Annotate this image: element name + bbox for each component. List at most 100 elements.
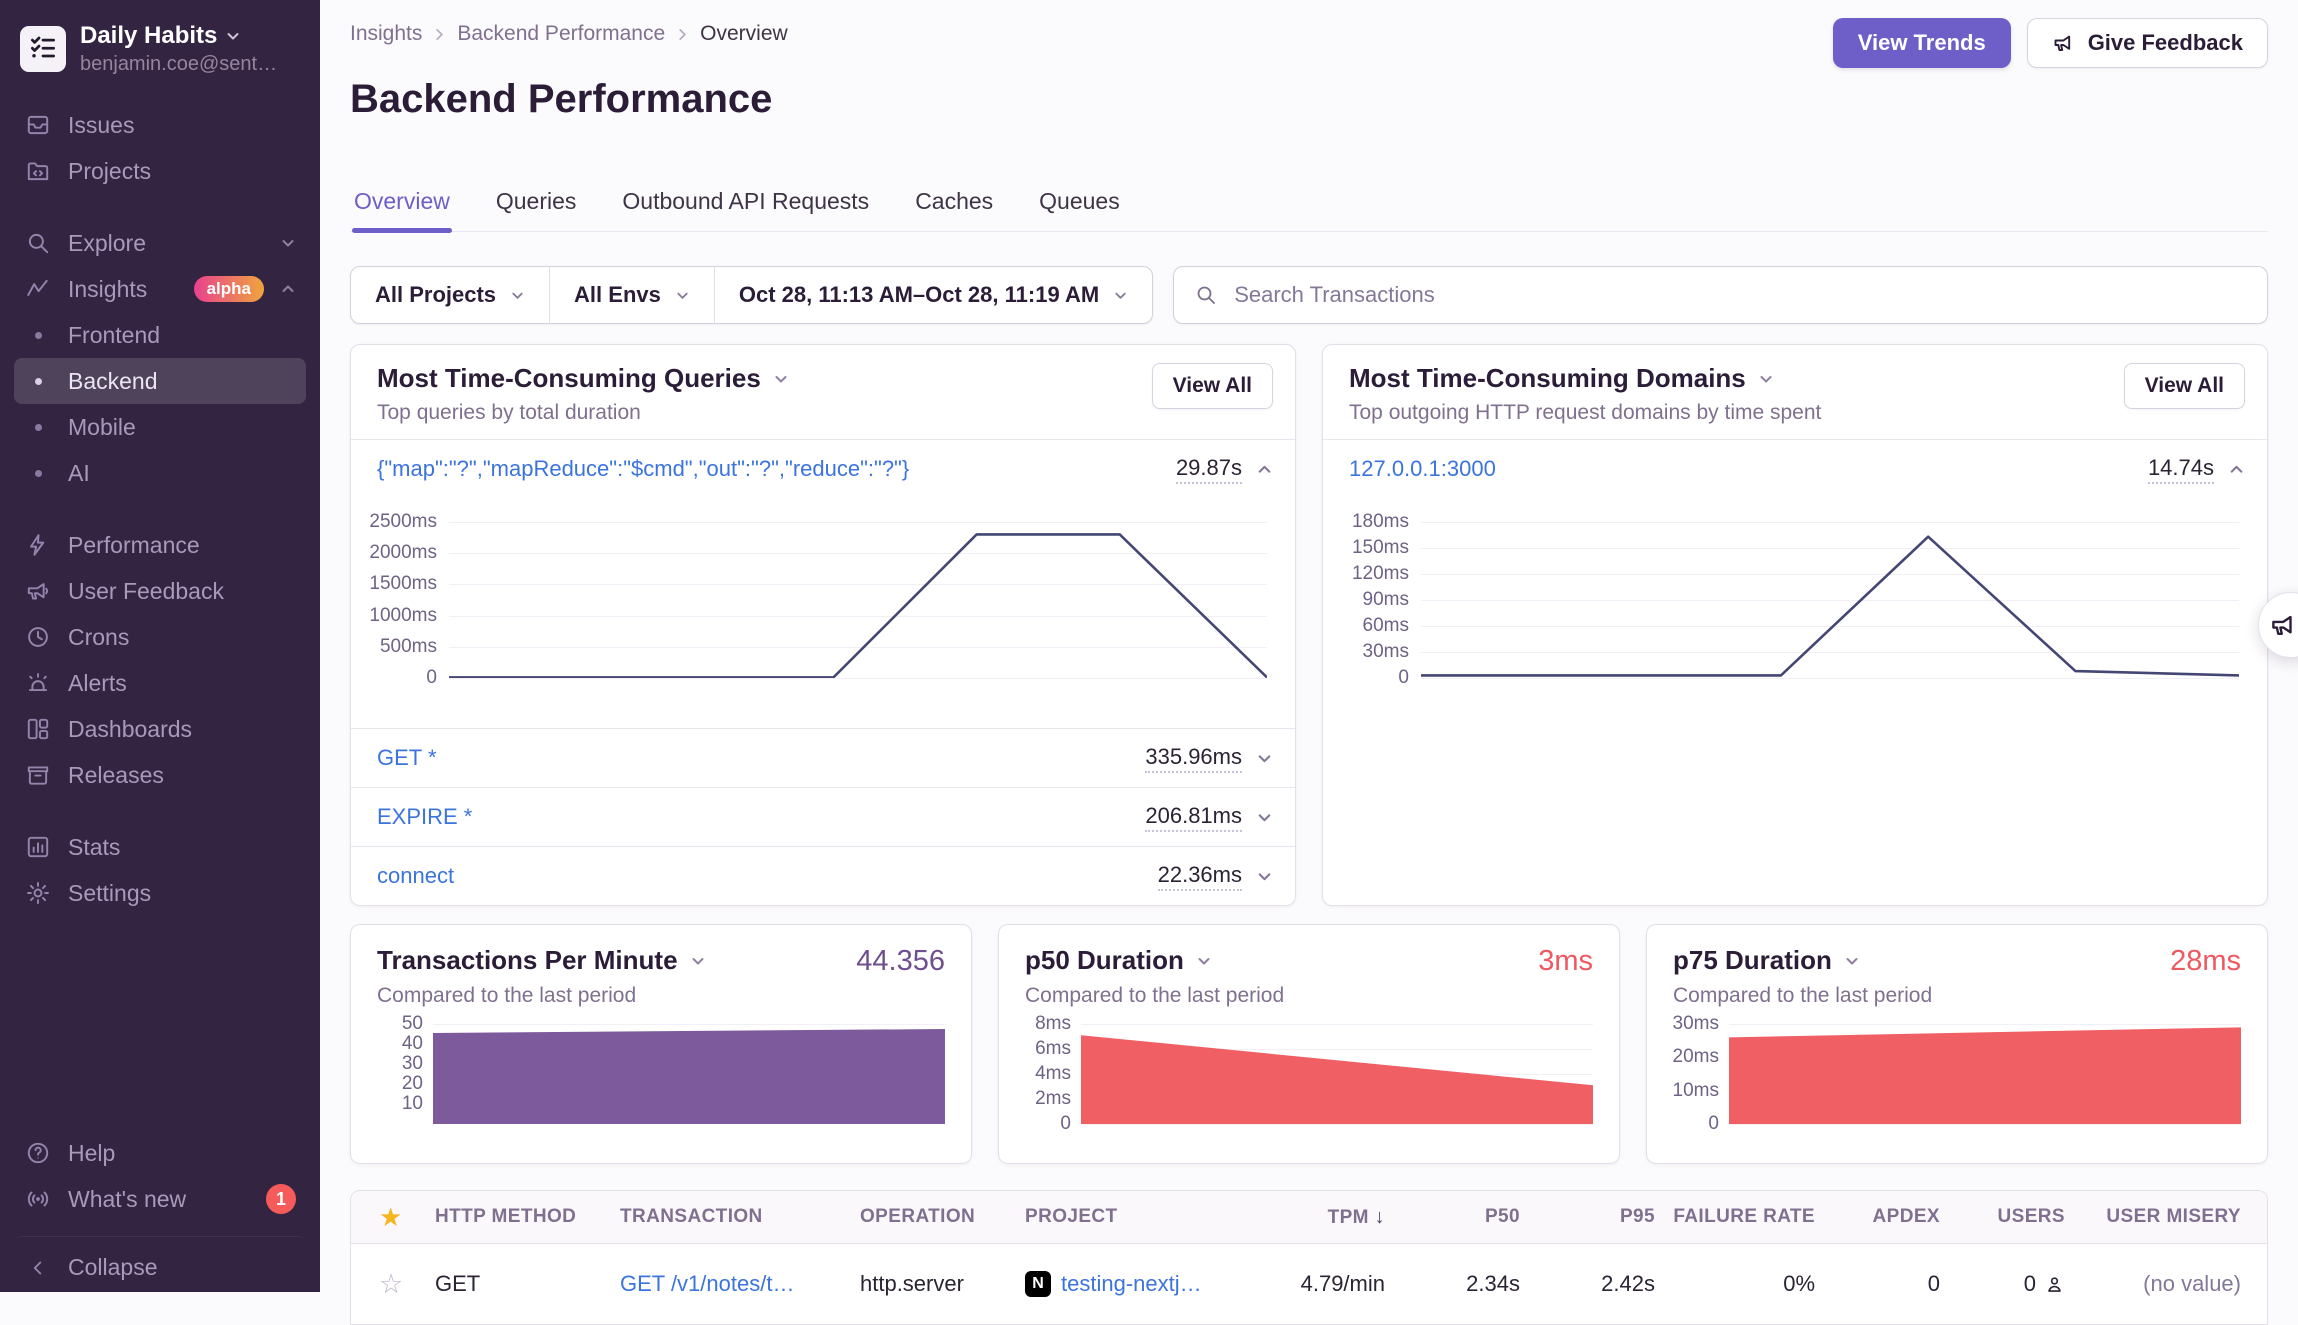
sidebar-item-label: Frontend	[68, 321, 161, 348]
gridline	[449, 646, 1267, 648]
card-title-row[interactable]: p75 Duration	[1673, 945, 1860, 976]
panel-title: Most Time-Consuming Queries	[377, 363, 761, 393]
operation-cell: http.server	[860, 1271, 964, 1296]
gridline	[1421, 626, 2239, 627]
sidebar-item-performance[interactable]: Performance	[14, 522, 306, 568]
column-header[interactable]: TRANSACTION	[620, 1206, 763, 1227]
search-input[interactable]	[1232, 281, 2247, 309]
sidebar-item-releases[interactable]: Releases	[14, 752, 306, 798]
axis-tick: 6ms	[1035, 1038, 1071, 1059]
table-row: ☆ GET GET /v1/notes/t… http.server N tes…	[351, 1244, 2267, 1324]
bullet-icon	[24, 423, 52, 431]
view-all-button[interactable]: View All	[1151, 363, 1273, 409]
project-link[interactable]: testing-nextj…	[1061, 1271, 1202, 1296]
axis-tick: 1500ms	[369, 573, 437, 595]
query-link[interactable]: EXPIRE *	[377, 804, 473, 829]
org-switcher[interactable]: Daily Habits benjamin.coe@sent…	[14, 20, 306, 76]
line-series	[449, 522, 1267, 678]
column-header[interactable]: P95	[1619, 1206, 1655, 1227]
column-header[interactable]: USERS	[1997, 1206, 2065, 1227]
gridline	[1421, 574, 2239, 575]
sidebar-item-ai[interactable]: AI	[14, 450, 306, 496]
column-header[interactable]: P50	[1484, 1206, 1520, 1227]
breadcrumb-insights[interactable]: Insights	[350, 22, 423, 45]
gridline	[1421, 652, 2239, 653]
column-header[interactable]: FAILURE RATE	[1673, 1206, 1815, 1227]
sidebar-item-settings[interactable]: Settings	[14, 870, 306, 916]
sidebar-item-backend[interactable]: Backend	[14, 358, 306, 404]
sidebar-item-help[interactable]: Help	[14, 1130, 306, 1176]
bullet-icon	[24, 331, 52, 339]
domain-link[interactable]: 127.0.0.1:3000	[1349, 456, 1496, 481]
sidebar-item-alerts[interactable]: Alerts	[14, 660, 306, 706]
view-all-button[interactable]: View All	[2123, 363, 2245, 409]
tab-queries[interactable]: Queries	[495, 188, 577, 214]
give-feedback-button[interactable]: Give Feedback	[2026, 18, 2268, 68]
sidebar-item-crons[interactable]: Crons	[14, 614, 306, 660]
y-axis: 50 40 30 20 10	[377, 1013, 433, 1124]
search-icon	[24, 230, 52, 256]
tab-outbound-api-requests[interactable]: Outbound API Requests	[622, 188, 870, 214]
view-trends-button[interactable]: View Trends	[1832, 18, 2011, 68]
axis-tick: 150ms	[1351, 537, 1409, 558]
breadcrumb-backend-performance[interactable]: Backend Performance	[457, 22, 666, 45]
chevron-up-icon[interactable]	[2228, 461, 2245, 478]
tab-caches[interactable]: Caches	[915, 188, 994, 214]
chevron-down-icon[interactable]	[1256, 809, 1273, 826]
sidebar-item-explore[interactable]: Explore	[14, 220, 306, 266]
chart-plot	[449, 522, 1267, 679]
query-link[interactable]: {"map":"?","mapReduce":"$cmd","out":"?",…	[377, 456, 910, 481]
sidebar-item-issues[interactable]: Issues	[14, 102, 306, 148]
transaction-link[interactable]: GET /v1/notes/t…	[620, 1271, 795, 1296]
column-header[interactable]: USER MISERY	[2106, 1206, 2241, 1227]
star-filled-icon[interactable]: ★	[379, 1202, 403, 1232]
query-link[interactable]: GET *	[377, 745, 437, 770]
star-outline-icon[interactable]: ☆	[379, 1268, 404, 1299]
gridline	[449, 678, 1267, 679]
panel-title-row[interactable]: Most Time-Consuming Queries	[377, 363, 1269, 394]
y-axis: 2500ms 2000ms 1500ms 1000ms 500ms 0	[361, 511, 449, 688]
sidebar-item-user-feedback[interactable]: User Feedback	[14, 568, 306, 614]
area-series	[433, 1029, 945, 1124]
query-link[interactable]: connect	[377, 863, 455, 888]
environment-filter[interactable]: All Envs	[549, 267, 714, 323]
sidebar-item-dashboards[interactable]: Dashboards	[14, 706, 306, 752]
chevron-up-icon[interactable]	[1256, 461, 1273, 478]
sidebar-item-whats-new[interactable]: What's new 1	[14, 1176, 306, 1222]
sidebar-item-projects[interactable]: Projects	[14, 148, 306, 194]
tab-overview[interactable]: Overview	[352, 188, 452, 233]
gear-icon	[24, 880, 52, 906]
card-title-row[interactable]: p50 Duration	[1025, 945, 1212, 976]
column-header-sorted[interactable]: TPM ↓	[1327, 1205, 1385, 1228]
chevron-down-icon	[1196, 953, 1212, 969]
tab-queues[interactable]: Queues	[1039, 188, 1120, 214]
column-header[interactable]: OPERATION	[860, 1206, 976, 1227]
sidebar-item-mobile[interactable]: Mobile	[14, 404, 306, 450]
sidebar-collapse-button[interactable]: Collapse	[14, 1236, 306, 1282]
tpm-cell: 4.79/min	[1300, 1271, 1385, 1296]
panel-title-row[interactable]: Most Time-Consuming Domains	[1349, 363, 2241, 394]
chevron-down-icon[interactable]	[1256, 750, 1273, 767]
sidebar-item-label: Crons	[68, 623, 130, 650]
sidebar-spacer	[14, 916, 306, 1130]
project-filter[interactable]: All Projects	[351, 267, 549, 323]
megaphone-icon	[24, 578, 52, 604]
sidebar-item-frontend[interactable]: Frontend	[14, 312, 306, 358]
sidebar-item-stats[interactable]: Stats	[14, 824, 306, 870]
sidebar-item-label: Performance	[68, 531, 200, 558]
issues-icon	[24, 112, 52, 138]
y-axis: 180ms 150ms 120ms 90ms 60ms 30ms 0	[1333, 511, 1421, 688]
date-range-filter[interactable]: Oct 28, 11:13 AM–Oct 28, 11:19 AM	[713, 267, 1152, 323]
line-series	[1421, 522, 2239, 678]
filter-bar: All Projects All Envs Oct 28, 11:13 AM–O…	[350, 266, 2268, 324]
column-header[interactable]: HTTP METHOD	[435, 1206, 577, 1227]
chevron-down-icon[interactable]	[1256, 868, 1273, 885]
search-icon	[1194, 283, 1218, 307]
column-header[interactable]: PROJECT	[1025, 1206, 1118, 1227]
sidebar-item-insights[interactable]: Insights alpha	[14, 266, 306, 312]
card-title-row[interactable]: Transactions Per Minute	[377, 945, 706, 976]
axis-tick: 30ms	[1362, 641, 1409, 662]
column-header[interactable]: APDEX	[1872, 1206, 1940, 1227]
chevron-down-icon	[675, 288, 690, 303]
